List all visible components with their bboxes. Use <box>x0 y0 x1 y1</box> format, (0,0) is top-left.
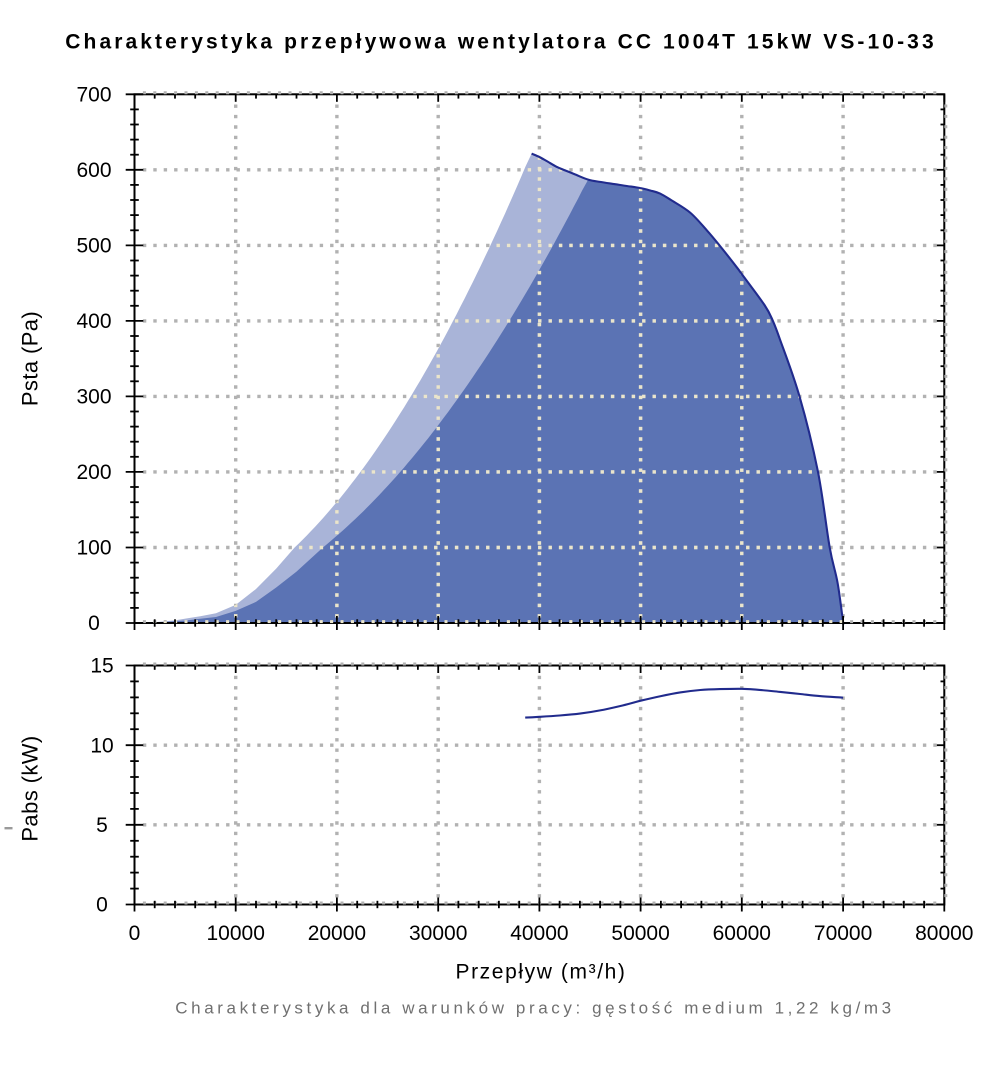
svg-text:0: 0 <box>129 922 141 945</box>
svg-text:0: 0 <box>96 894 108 917</box>
svg-text:500: 500 <box>76 235 111 258</box>
svg-text:0: 0 <box>88 612 100 635</box>
svg-text:600: 600 <box>76 159 111 182</box>
svg-text:15: 15 <box>90 655 113 678</box>
svg-text:400: 400 <box>76 310 111 333</box>
svg-text:300: 300 <box>76 386 111 409</box>
svg-text:5: 5 <box>96 814 108 837</box>
svg-text:Psta (Pa): Psta (Pa) <box>18 311 43 406</box>
svg-text:100: 100 <box>76 537 111 560</box>
svg-text:40000: 40000 <box>510 922 568 945</box>
svg-text:60000: 60000 <box>713 922 771 945</box>
svg-text:Przepływ (m³/h): Przepływ (m³/h) <box>455 961 626 984</box>
svg-text:10: 10 <box>90 734 113 757</box>
svg-text:50000: 50000 <box>611 922 669 945</box>
svg-text:70000: 70000 <box>814 922 872 945</box>
svg-text:30000: 30000 <box>409 922 467 945</box>
svg-text:Charakterystyka dla warunków p: Charakterystyka dla warunków pracy: gęst… <box>175 999 894 1018</box>
svg-text:Pabs (kW): Pabs (kW) <box>18 735 43 841</box>
svg-text:Charakterystyka przepływowa we: Charakterystyka przepływowa wentylatora … <box>65 31 937 54</box>
svg-text:10000: 10000 <box>206 922 264 945</box>
svg-text:20000: 20000 <box>308 922 366 945</box>
svg-text:700: 700 <box>76 84 111 107</box>
svg-text:80000: 80000 <box>915 922 973 945</box>
svg-text:200: 200 <box>76 461 111 484</box>
